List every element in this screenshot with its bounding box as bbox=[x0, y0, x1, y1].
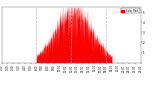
Legend: Solar Rad.: Solar Rad. bbox=[120, 8, 140, 13]
